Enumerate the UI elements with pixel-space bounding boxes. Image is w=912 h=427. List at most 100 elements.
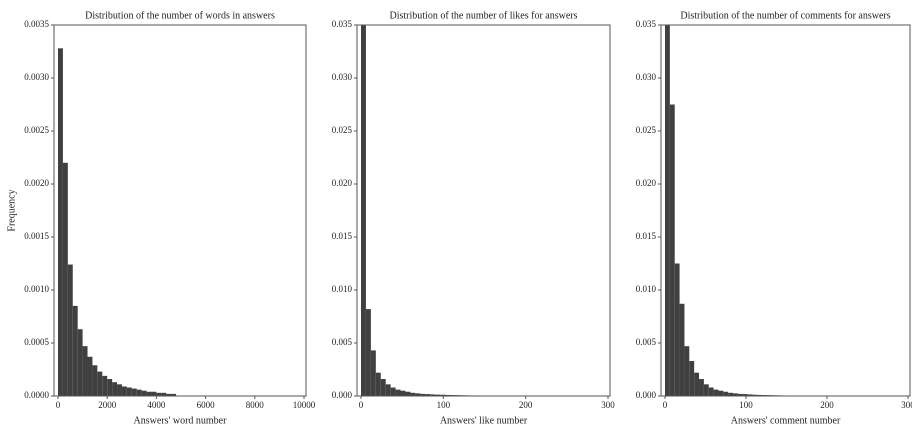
bar [728, 392, 734, 396]
bar [665, 25, 670, 396]
bar [425, 394, 431, 396]
x-tick-label: 6000 [197, 400, 216, 410]
y-tick-label: 0.020 [332, 178, 353, 188]
x-tick-label: 100 [739, 400, 753, 410]
bar [699, 379, 704, 396]
y-tick-label: 0.030 [636, 72, 657, 82]
y-tick-label: 0.035 [636, 19, 657, 29]
bar [742, 394, 748, 396]
axes-frame [660, 24, 911, 397]
bar [62, 162, 68, 396]
bar [400, 390, 406, 396]
y-tick-label: 0.0035 [24, 19, 49, 29]
x-tick-label: 200 [519, 400, 533, 410]
bar [82, 346, 88, 396]
x-tick-label: 300 [601, 400, 615, 410]
x-tick-label: 10000 [293, 400, 316, 410]
x-tick-label: 0 [359, 400, 364, 410]
bar [435, 394, 441, 396]
y-tick-label: 0.025 [636, 125, 657, 135]
bar [141, 390, 147, 396]
y-tick-label: 0.015 [332, 231, 353, 241]
bar [390, 387, 396, 396]
x-tick-label: 100 [437, 400, 451, 410]
plot-area [58, 48, 177, 396]
bar [708, 387, 714, 396]
bar [669, 104, 675, 396]
y-tick-label: 0.010 [332, 284, 353, 294]
bar [166, 393, 172, 396]
chart-title: Distribution of the number of likes for … [389, 10, 577, 21]
bar [107, 379, 113, 396]
bar [723, 391, 729, 396]
plot-area [665, 25, 802, 396]
bar [684, 346, 690, 396]
bar [365, 309, 371, 396]
bar [737, 393, 743, 396]
bar [117, 384, 122, 396]
x-tick-label: 300 [901, 400, 912, 410]
bar [126, 387, 132, 396]
bar [380, 379, 386, 396]
bar [102, 375, 108, 396]
y-tick-label: 0.0030 [24, 72, 49, 82]
bar [679, 303, 685, 396]
bar [444, 394, 450, 396]
y-tick-label: 0.035 [332, 19, 353, 29]
bar [405, 391, 411, 396]
bar [121, 386, 127, 396]
bar [733, 393, 738, 396]
bar [440, 394, 445, 396]
x-tick-label: 2000 [98, 400, 117, 410]
x-tick-label: 8000 [246, 400, 265, 410]
y-tick-label: 0.030 [332, 72, 353, 82]
x-tick-label: 0 [663, 400, 668, 410]
bar [703, 384, 709, 396]
bar [430, 394, 436, 396]
bar [410, 392, 416, 396]
y-tick-label: 0.0000 [24, 390, 49, 400]
bar [136, 389, 142, 396]
axes-frame [53, 24, 307, 397]
x-axis-label: Answers' like number [440, 415, 528, 426]
x-tick-label: 200 [820, 400, 834, 410]
bar [112, 382, 118, 396]
bar [385, 384, 391, 396]
bar [156, 392, 162, 396]
x-tick-label: 0 [56, 400, 61, 410]
x-tick-label: 4000 [147, 400, 166, 410]
bar [747, 394, 753, 396]
y-tick-label: 0.005 [636, 337, 657, 347]
x-axis-label: Answers' comment number [731, 415, 841, 426]
bar [375, 372, 381, 396]
y-tick-label: 0.000 [636, 390, 657, 400]
bar [689, 361, 695, 396]
y-tick-label: 0.0015 [24, 231, 49, 241]
bar [694, 372, 700, 396]
chart-title: Distribution of the number of words in a… [85, 10, 275, 21]
y-axis-label: Frequency [6, 189, 17, 231]
bar [146, 391, 152, 396]
y-tick-label: 0.005 [332, 337, 353, 347]
bar [361, 25, 366, 396]
bar [370, 350, 376, 396]
bar [757, 394, 763, 396]
bar [171, 393, 177, 396]
bar [161, 392, 167, 396]
x-axis-label: Answers' word number [134, 415, 228, 426]
bar [752, 394, 758, 396]
bar [92, 365, 98, 396]
axes-frame [356, 24, 611, 397]
bar [72, 305, 78, 396]
bar [395, 389, 401, 396]
bar [718, 390, 724, 396]
y-tick-label: 0.0025 [24, 125, 49, 135]
y-tick-label: 0.0005 [24, 337, 49, 347]
bar [151, 391, 157, 396]
y-tick-label: 0.010 [636, 284, 657, 294]
bar [420, 393, 426, 396]
bar [67, 264, 73, 396]
bar [713, 389, 719, 396]
bar [131, 388, 137, 396]
